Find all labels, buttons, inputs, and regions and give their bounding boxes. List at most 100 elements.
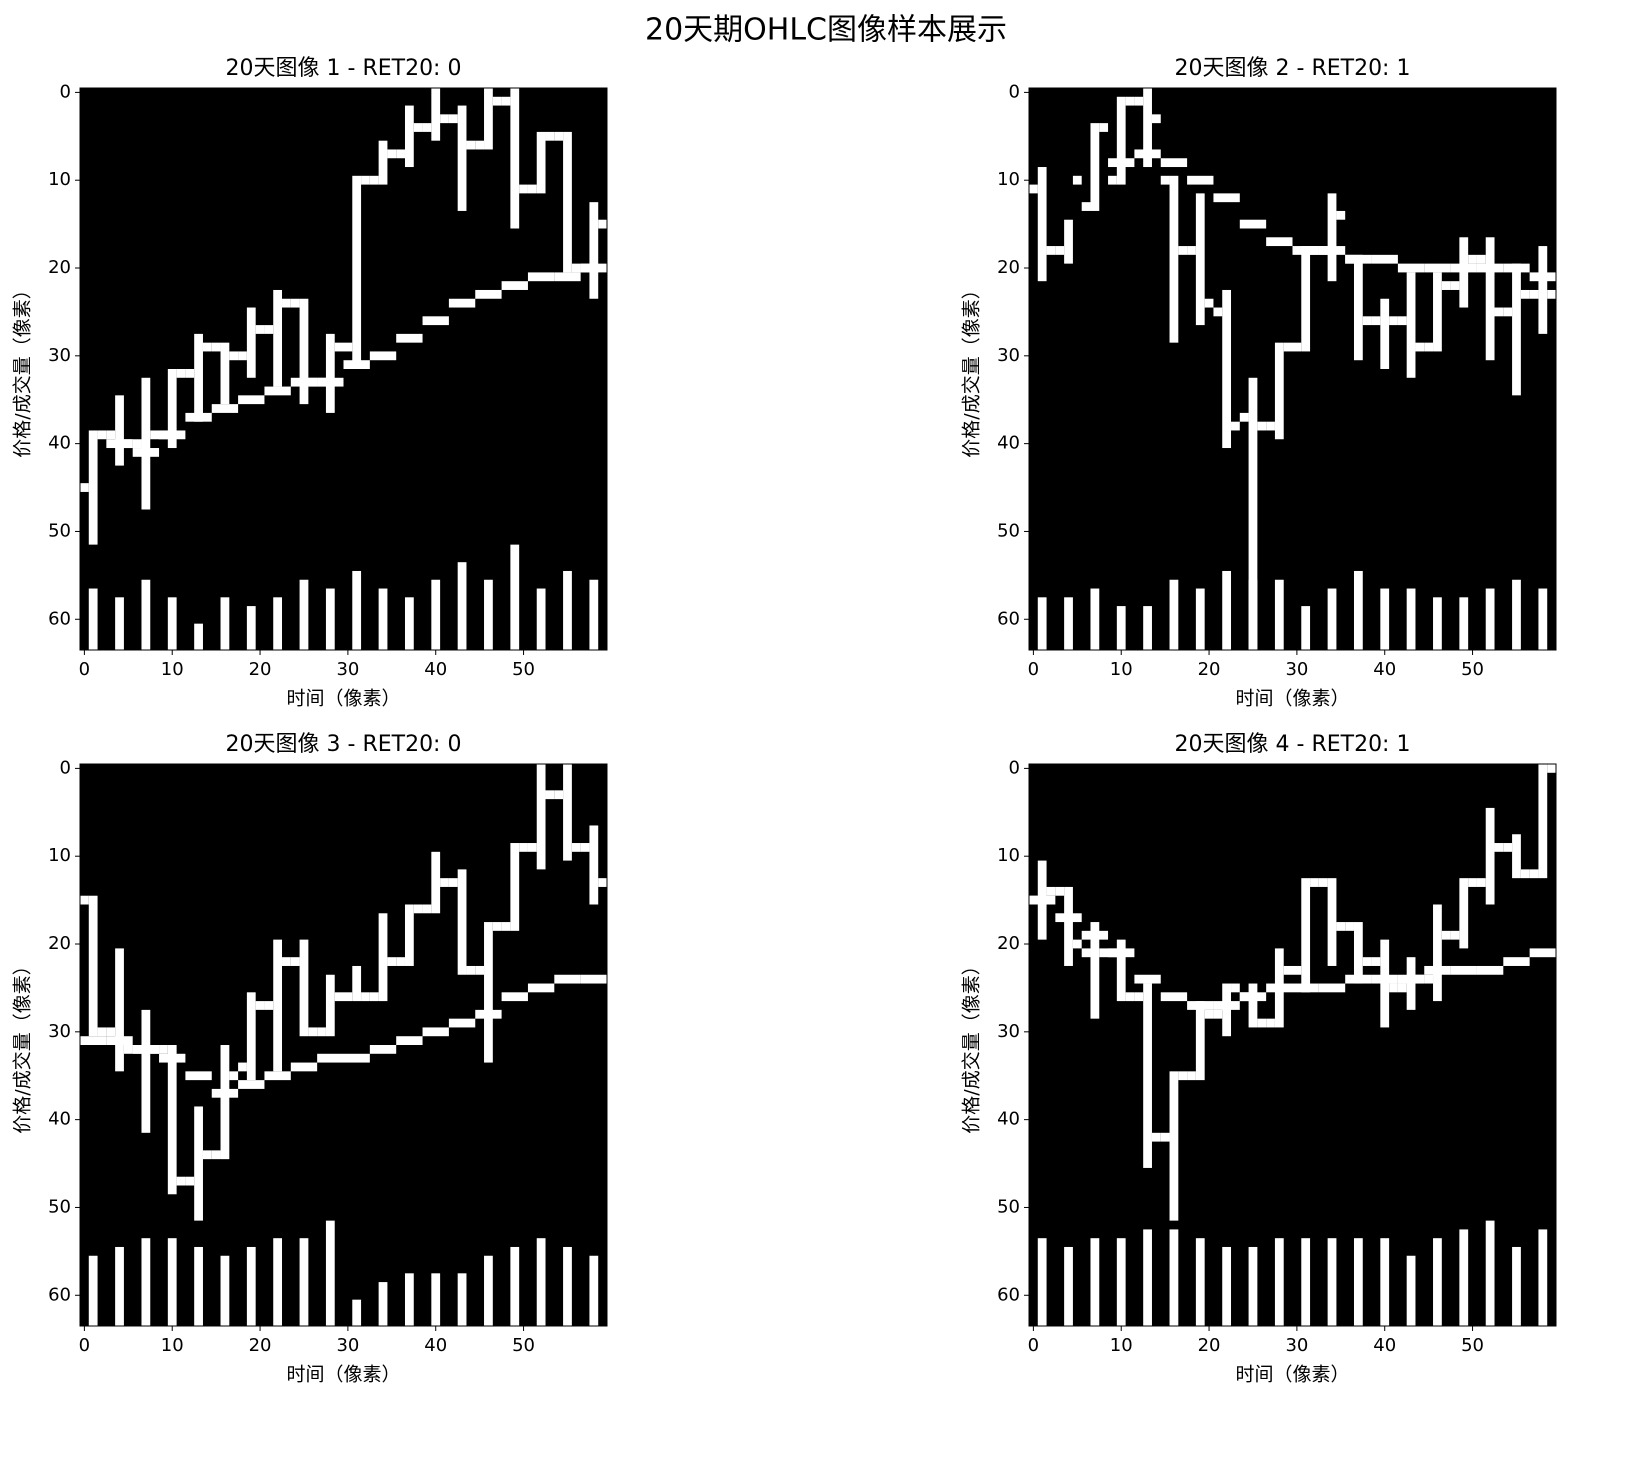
open-tick [290, 957, 300, 966]
moving-average [1424, 263, 1451, 273]
moving-average [396, 333, 423, 343]
subplot-title: 20天图像 1 - RET20: 0 [226, 56, 462, 81]
open-tick [1476, 878, 1486, 887]
open-tick [580, 843, 590, 852]
open-tick [80, 895, 89, 905]
high-low-bar [194, 1106, 203, 1221]
open-tick [1345, 922, 1354, 931]
x-tick-label: 30 [336, 659, 359, 680]
moving-average [106, 439, 133, 449]
y-tick-label: 10 [48, 169, 71, 190]
open-tick [185, 369, 195, 378]
high-low-bar [1274, 342, 1284, 440]
moving-average [1397, 974, 1425, 984]
x-tick-label: 20 [249, 1335, 272, 1356]
open-tick [80, 483, 89, 492]
high-low-bar [273, 939, 283, 1072]
high-low-bar [589, 202, 599, 299]
moving-average [343, 360, 370, 369]
moving-average [264, 386, 291, 396]
moving-average [554, 272, 581, 282]
high-low-bar [404, 904, 414, 966]
volume-bar [1538, 1229, 1548, 1326]
open-tick [1450, 281, 1460, 290]
y-tick-label: 50 [48, 520, 71, 541]
volume-bar [352, 570, 362, 650]
open-tick [1424, 974, 1434, 984]
high-low-bar [88, 895, 98, 1037]
open-tick [264, 1001, 274, 1010]
high-low-bar [1327, 193, 1337, 282]
high-low-bar [510, 88, 520, 229]
open-tick [1134, 992, 1144, 1002]
moving-average [1108, 158, 1135, 168]
close-tick [413, 123, 423, 132]
moving-average [580, 974, 607, 984]
moving-average [211, 404, 239, 413]
high-low-bar [352, 965, 362, 1002]
moving-average [1529, 948, 1556, 958]
close-tick [1257, 421, 1267, 431]
close-tick [1547, 764, 1556, 773]
open-tick [1318, 878, 1328, 887]
moving-average [1081, 930, 1109, 940]
close-tick [176, 369, 186, 378]
x-tick-label: 10 [1110, 659, 1133, 680]
moving-average [369, 351, 397, 361]
open-tick [1187, 246, 1196, 255]
volume-bar [1538, 588, 1548, 650]
moving-average [1292, 983, 1319, 993]
high-low-bar [536, 764, 546, 870]
volume-bar [1037, 597, 1047, 650]
volume-bar [1301, 606, 1311, 650]
high-low-bar [431, 88, 441, 141]
close-tick [1178, 1071, 1188, 1081]
x-tick-label: 30 [1285, 1335, 1308, 1356]
volume-bar [167, 1238, 177, 1326]
moving-average [1266, 983, 1293, 993]
high-low-bar [589, 825, 599, 905]
moving-average [1187, 1001, 1214, 1010]
x-tick-label: 50 [1461, 1335, 1484, 1356]
y-tick-label: 20 [48, 257, 71, 278]
volume-bar [88, 1255, 98, 1326]
moving-average [1160, 992, 1188, 1002]
high-low-bar [563, 764, 572, 861]
open-tick [1371, 957, 1381, 966]
volume-bar [1195, 588, 1205, 650]
figure-title: 20天期OHLC图像样本展示 [645, 13, 1007, 48]
volume-bar [299, 579, 309, 650]
volume-bar [563, 1246, 572, 1326]
volume-bar [1248, 579, 1258, 650]
open-tick [501, 96, 511, 106]
high-low-bar [167, 369, 177, 449]
moving-average [185, 1071, 212, 1081]
close-tick [255, 325, 265, 334]
moving-average [1292, 246, 1319, 255]
volume-bar [1485, 1220, 1495, 1326]
open-tick [1055, 246, 1065, 255]
open-tick [396, 149, 405, 159]
volume-bar [484, 579, 493, 650]
moving-average [475, 1009, 502, 1019]
close-tick [387, 149, 397, 159]
y-tick-label: 50 [48, 1196, 71, 1217]
volume-bar [246, 606, 256, 650]
volume-bar [1222, 570, 1232, 650]
high-low-bar [115, 395, 124, 466]
y-tick-label: 10 [48, 845, 71, 866]
moving-average [554, 974, 581, 984]
volume-bar [220, 1255, 230, 1326]
moving-average [501, 992, 528, 1002]
open-tick [1529, 869, 1539, 879]
close-tick [202, 342, 212, 352]
close-tick [282, 957, 291, 966]
y-tick-label: 40 [48, 433, 71, 454]
volume-bar [1274, 579, 1284, 650]
close-tick [1099, 123, 1109, 132]
volume-bar [1143, 606, 1152, 650]
y-tick-label: 20 [997, 257, 1020, 278]
high-low-bar [378, 913, 388, 1002]
open-tick [475, 140, 485, 150]
high-low-bar [536, 131, 546, 194]
